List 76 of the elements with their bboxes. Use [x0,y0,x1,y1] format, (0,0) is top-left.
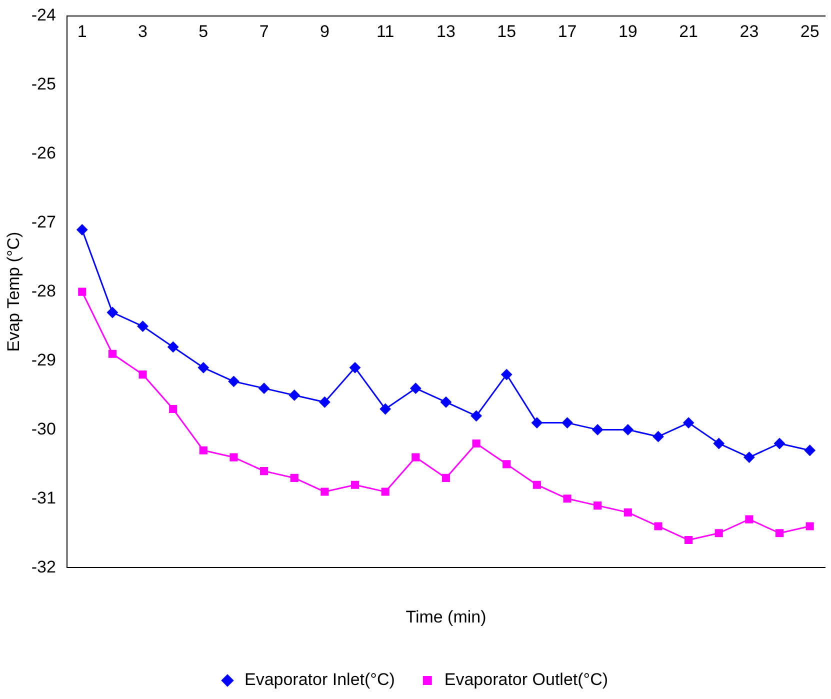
point [472,439,480,448]
x-tick-label: 7 [259,22,269,42]
point [380,404,391,415]
point [169,404,178,414]
y-tick-label: -30 [31,419,56,438]
point [410,382,422,394]
point [652,431,664,442]
point [774,438,786,449]
point [502,460,511,468]
y-tick-label: -28 [31,281,56,300]
y-tick-label: -27 [31,212,56,232]
x-tick-label: 23 [740,22,759,42]
point [594,502,602,510]
point [442,474,450,482]
point [562,417,573,428]
point [531,417,542,428]
y-axis-title: Evap Temp (°C) [4,232,23,352]
point [412,453,420,462]
legend-label: Evaporator Outlet(°C) [444,670,608,690]
y-tick-label: -32 [31,557,56,576]
point [350,362,361,374]
point [470,410,482,422]
point [108,350,116,358]
point [76,224,88,236]
x-tick-label: 5 [198,22,208,42]
y-tick-label: -31 [31,488,56,508]
y-tick-label: -24 [31,6,56,25]
x-tick-label: 17 [558,22,577,42]
point [714,529,723,538]
point [78,288,86,296]
point [106,306,118,318]
y-tick-label: -25 [31,74,56,94]
point [501,369,512,380]
point [199,446,208,454]
point [624,508,632,516]
point [290,474,298,482]
y-tick-label: -29 [31,350,56,370]
point [137,320,148,332]
point [350,480,360,489]
point [713,438,724,449]
point [260,467,268,476]
point [806,522,814,530]
point [198,362,209,374]
x-tick-label: 1 [77,22,87,42]
point [683,417,694,428]
point [138,370,147,379]
point [744,452,755,463]
point [288,390,300,401]
x-tick-label: 15 [497,22,516,42]
point [381,488,390,496]
point [775,529,784,538]
x-tick-label: 9 [320,22,330,42]
point [440,396,452,408]
y-tick-label: -26 [31,144,56,163]
point [654,522,662,530]
x-tick-label: 19 [618,22,638,42]
point [320,488,329,496]
point [319,396,330,408]
x-axis-title: Time (min) [406,607,486,626]
x-tick-label: 3 [138,22,148,42]
x-tick-label: 21 [679,22,698,42]
legend-label: Evaporator Inlet(°C) [244,670,395,690]
point [230,453,238,462]
point [563,494,572,503]
point [592,424,604,436]
point [622,424,634,436]
point [258,382,270,394]
point [804,444,816,456]
x-tick-label: 25 [800,22,820,42]
point [228,376,240,387]
x-tick-label: 13 [436,22,456,42]
point [684,536,693,544]
point [745,515,754,524]
point [168,341,179,352]
point [532,480,541,489]
x-tick-label: 11 [376,22,394,42]
